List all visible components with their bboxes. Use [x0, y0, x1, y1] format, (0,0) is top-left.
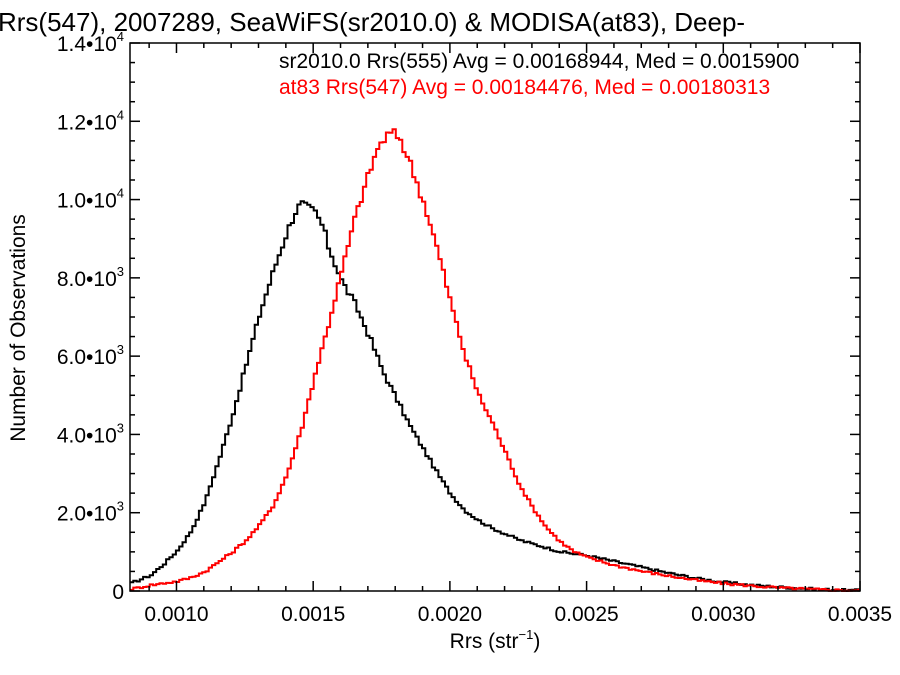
plot-frame: [129, 42, 861, 592]
y-tick-label: 4.0•103: [57, 420, 124, 447]
histogram-series-1: [130, 128, 860, 592]
y-axis-tick-labels: 0 2.0•103 4.0•103 6.0•103 8.0•103 1.0•104 1.2•…: [57, 29, 124, 604]
y-tick-label: 1.2•104: [57, 107, 124, 134]
series-layer: [130, 128, 860, 592]
y-axis-label: Number of Observations: [7, 214, 30, 442]
y-tick-label: 8.0•103: [57, 264, 124, 291]
x-tick-label: 0.0030: [691, 603, 755, 626]
plot-border: [129, 42, 861, 592]
y-tick-label: 1.4•104: [57, 29, 124, 56]
legend-entry-1: at83 Rrs(547) Avg = 0.00184476, Med = 0.…: [279, 76, 770, 99]
y-tick-label: 6.0•103: [57, 342, 124, 369]
y-tick-label: 0: [112, 581, 124, 604]
chart-title: Rrs(547), 2007289, SeaWiFS(sr2010.0) & M…: [0, 7, 745, 37]
y-tick-label: 2.0•103: [57, 499, 124, 526]
x-tick-label: 0.0020: [418, 603, 482, 626]
x-axis-label: Rrs (str−1): [450, 627, 541, 653]
legend: sr2010.0 Rrs(555) Avg = 0.00168944, Med …: [279, 50, 799, 99]
x-tick-label: 0.0025: [554, 603, 618, 626]
x-tick-label: 0.0015: [281, 603, 345, 626]
histogram-series-0: [130, 200, 860, 592]
y-tick-label: 1.0•104: [57, 186, 124, 213]
x-tick-label: 0.0035: [828, 603, 892, 626]
legend-entry-0: sr2010.0 Rrs(555) Avg = 0.00168944, Med …: [279, 50, 799, 73]
x-tick-label: 0.0010: [144, 603, 208, 626]
x-axis-tick-labels: 0.0010 0.0015 0.0020 0.0025 0.0030 0.0035: [144, 603, 892, 626]
